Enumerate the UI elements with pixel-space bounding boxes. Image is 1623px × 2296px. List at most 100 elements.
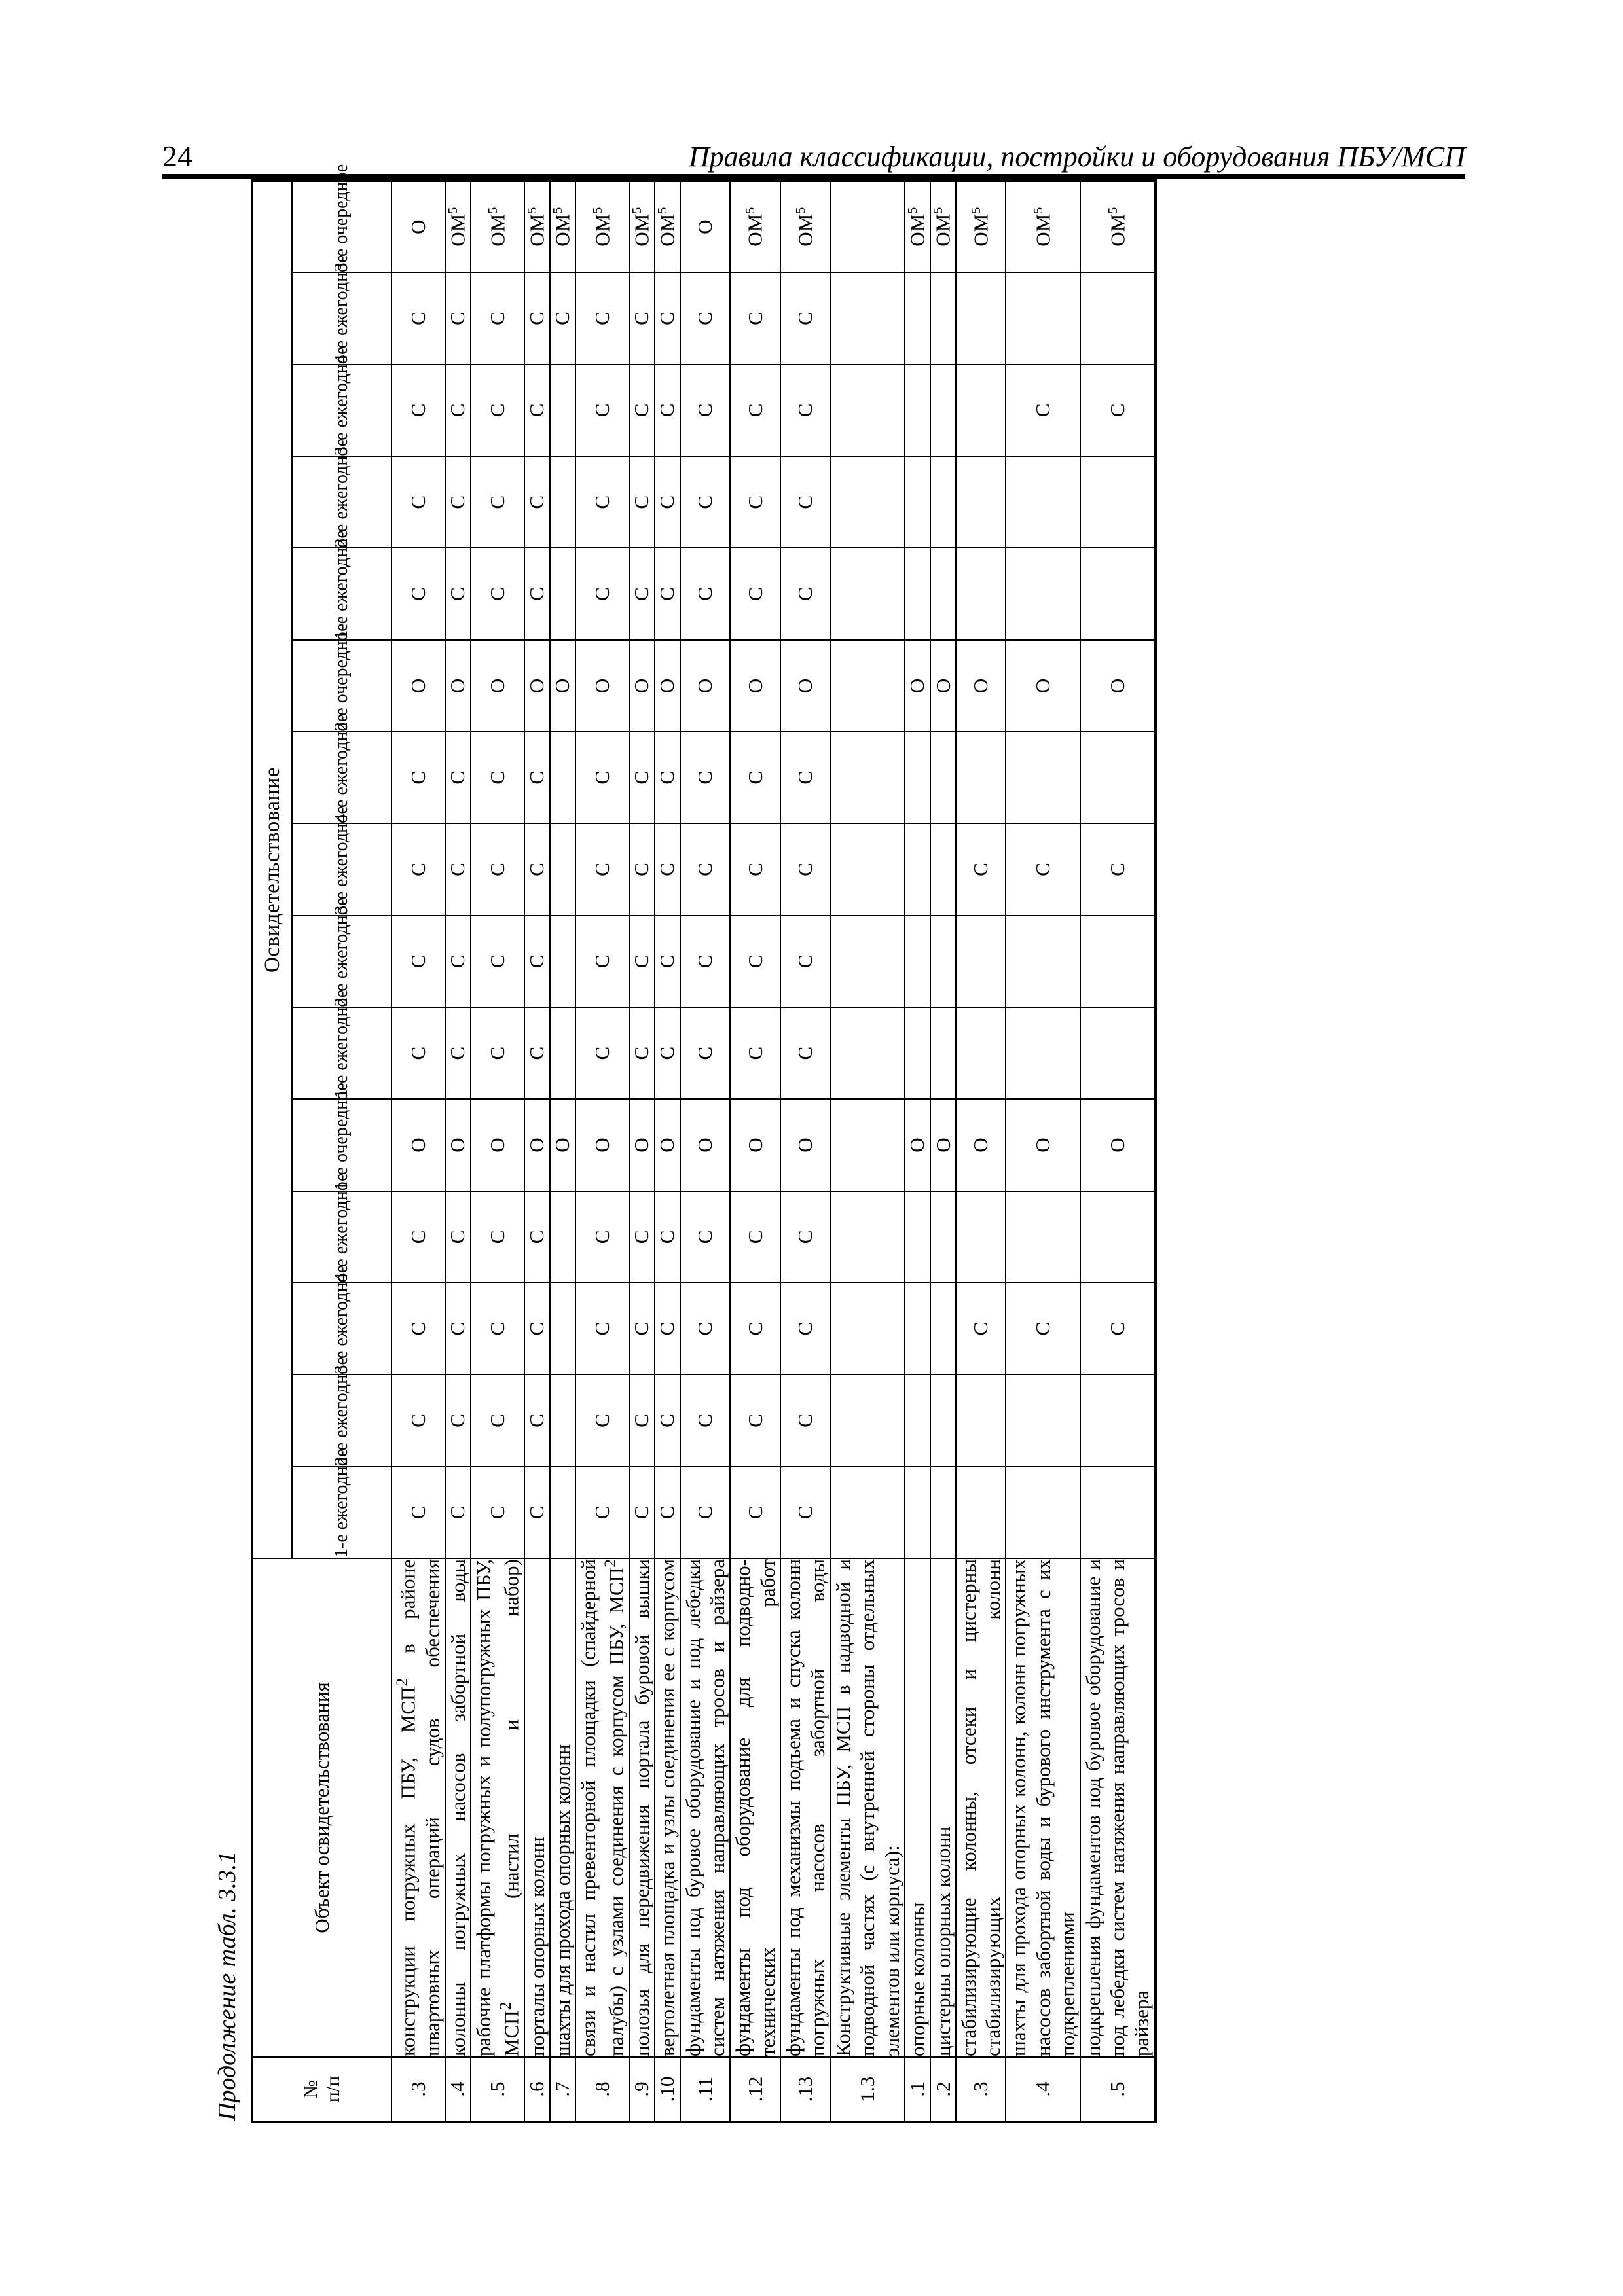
survey-mark-cell: С <box>391 1191 445 1283</box>
survey-mark-cell: С <box>680 548 730 640</box>
survey-mark-cell <box>955 364 1006 457</box>
survey-mark-cell <box>1080 456 1156 548</box>
survey-mark-cell: ОМ5 <box>1005 181 1080 273</box>
survey-mark-cell: О <box>629 639 655 732</box>
table-row: 1.3 Конструктивные элементы ПБУ, МСП в на… <box>830 181 905 2122</box>
header-survey-column-6: 1-е ежегодное <box>291 990 392 1100</box>
survey-mark-cell: С <box>780 823 830 916</box>
survey-mark-cell: ОМ5 <box>524 181 550 273</box>
survey-mark-cell: С <box>524 1191 550 1283</box>
row-number: .6 <box>524 2057 550 2122</box>
survey-mark-cell: С <box>1080 823 1156 916</box>
survey-mark-cell: С <box>575 456 629 548</box>
survey-mark-cell: С <box>1005 823 1080 916</box>
survey-mark-cell: С <box>1005 364 1080 457</box>
survey-mark-cell <box>549 1283 575 1375</box>
survey-mark-cell: С <box>445 456 471 548</box>
survey-mark-cell: С <box>470 364 524 457</box>
survey-mark-cell: С <box>575 364 629 457</box>
survey-mark-cell: С <box>629 364 655 457</box>
survey-mark-cell <box>930 732 956 824</box>
survey-mark-cell: С <box>629 1191 655 1283</box>
header-object: Объект освидетельствования <box>251 1558 392 2057</box>
table-row: .10 вертолетная площадка и узлы соединени… <box>654 181 680 2122</box>
survey-mark-cell <box>930 364 956 457</box>
survey-mark-cell: С <box>575 732 629 824</box>
survey-mark-cell: О <box>524 639 550 732</box>
survey-mark-cell <box>830 181 905 273</box>
survey-mark-cell: С <box>780 1191 830 1283</box>
table-head-row-group: № п/п Объект освидетельствования Освидете… <box>251 181 392 2122</box>
row-object-label: шахты для прохода опорных колонн <box>549 1558 575 2057</box>
survey-mark-cell: С <box>524 915 550 1008</box>
survey-mark-cell: С <box>524 272 550 365</box>
survey-mark-cell: О <box>680 181 730 273</box>
survey-mark-cell: О <box>729 1099 780 1191</box>
survey-mark-cell <box>549 456 575 548</box>
survey-mark-cell: О <box>1005 1099 1080 1191</box>
survey-mark-cell <box>1005 1466 1080 1558</box>
survey-mark-cell: С <box>729 915 780 1008</box>
survey-mark-cell <box>830 364 905 457</box>
survey-mark-cell <box>549 548 575 640</box>
survey-mark-cell: С <box>729 364 780 457</box>
survey-mark-cell <box>930 1374 956 1467</box>
survey-mark-cell: О <box>575 1099 629 1191</box>
row-number: .8 <box>575 2057 629 2122</box>
survey-mark-cell: ОМ5 <box>549 181 575 273</box>
row-object-label: подкрепления фундаментов под буровое обо… <box>1080 1558 1156 2057</box>
survey-mark-cell: С <box>470 456 524 548</box>
row-number: .1 <box>904 2057 930 2122</box>
survey-mark-cell <box>930 456 956 548</box>
survey-mark-cell: С <box>680 732 730 824</box>
survey-mark-cell <box>830 823 905 916</box>
survey-mark-cell: С <box>955 823 1006 916</box>
survey-mark-cell: С <box>391 1283 445 1375</box>
header-survey-column-4: 4-е ежегодное <box>291 1173 392 1283</box>
survey-mark-cell: О <box>470 639 524 732</box>
survey-mark-cell: С <box>575 1283 629 1375</box>
table-row: .12 фундаменты под оборудование для подво… <box>729 181 780 2122</box>
survey-mark-cell: О <box>654 1099 680 1191</box>
survey-mark-cell <box>930 272 956 365</box>
table-row: .8 связи и настил превенторной площадки (… <box>575 181 629 2122</box>
survey-mark-cell: С <box>575 1007 629 1100</box>
survey-mark-cell: С <box>680 823 730 916</box>
survey-mark-cell: ОМ5 <box>654 181 680 273</box>
survey-mark-cell: О <box>904 1099 930 1191</box>
row-number: .5 <box>470 2057 524 2122</box>
row-object-label: порталы опорных колонн <box>524 1558 550 2057</box>
survey-mark-cell: С <box>654 732 680 824</box>
survey-mark-cell <box>830 1466 905 1558</box>
survey-mark-cell: С <box>391 456 445 548</box>
survey-mark-cell <box>830 1374 905 1467</box>
row-object-label: фундаменты под буровое оборудование и по… <box>680 1558 730 2057</box>
survey-mark-cell: О <box>470 1099 524 1191</box>
survey-mark-cell: О <box>1080 1099 1156 1191</box>
survey-mark-cell: С <box>445 364 471 457</box>
survey-mark-cell: С <box>680 364 730 457</box>
row-object-label: связи и настил превенторной площадки (сп… <box>575 1558 629 2057</box>
survey-mark-cell <box>904 272 930 365</box>
survey-mark-cell: С <box>780 1283 830 1375</box>
survey-mark-cell <box>955 915 1006 1008</box>
row-object-label: фундаменты под механизмы подъема и спуск… <box>780 1558 830 2057</box>
survey-mark-cell: О <box>729 639 780 732</box>
survey-mark-cell: О <box>391 181 445 273</box>
survey-mark-cell <box>549 364 575 457</box>
survey-mark-cell: С <box>524 364 550 457</box>
survey-mark-cell <box>930 1007 956 1100</box>
survey-mark-cell <box>904 915 930 1008</box>
survey-mark-cell: С <box>654 915 680 1008</box>
survey-mark-cell: О <box>1005 639 1080 732</box>
survey-mark-cell: С <box>549 272 575 365</box>
survey-mark-cell: С <box>445 1007 471 1100</box>
survey-mark-cell: ОМ5 <box>629 181 655 273</box>
survey-mark-cell <box>1005 1191 1080 1283</box>
survey-mark-cell <box>1005 548 1080 640</box>
survey-mark-cell: С <box>524 1007 550 1100</box>
survey-mark-cell <box>904 1191 930 1283</box>
survey-mark-cell <box>830 915 905 1008</box>
survey-mark-cell <box>904 823 930 916</box>
survey-mark-cell: С <box>629 456 655 548</box>
